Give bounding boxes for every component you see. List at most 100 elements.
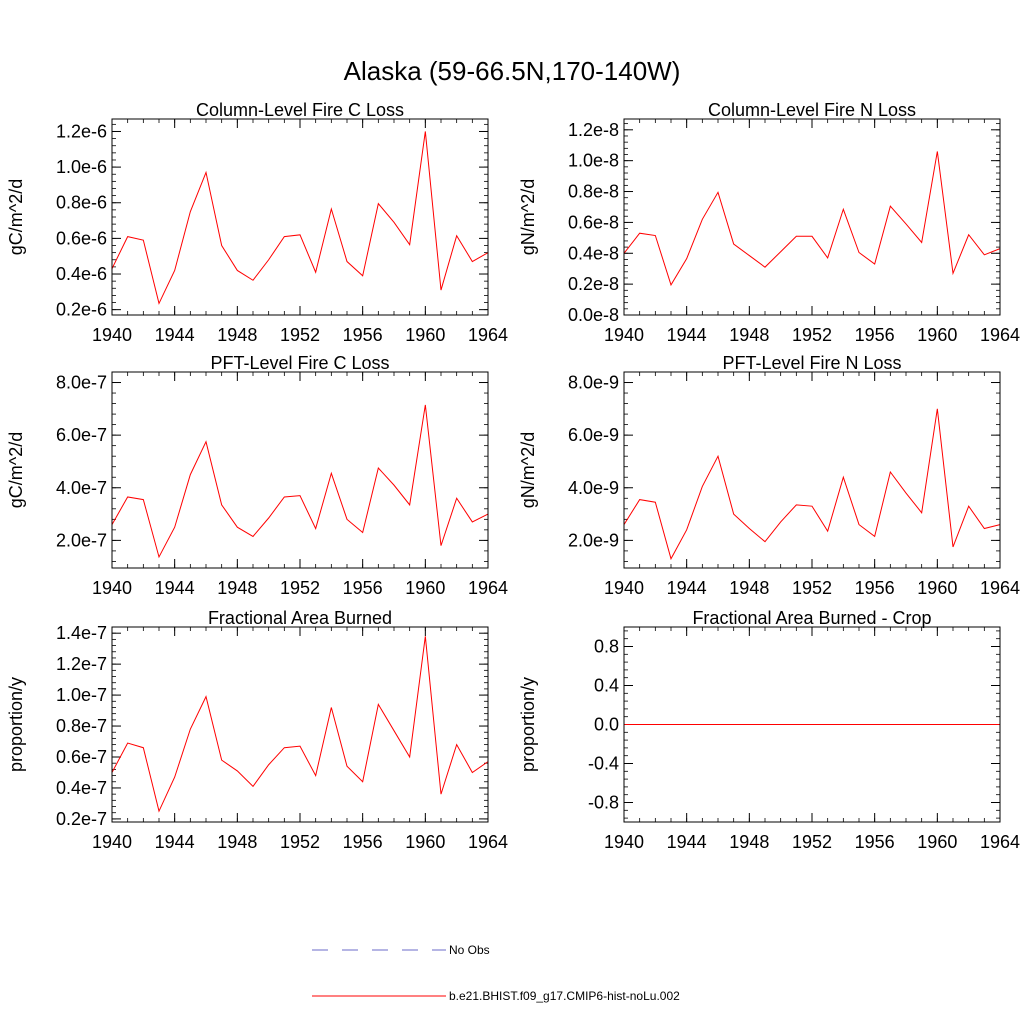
y-tick-label: 4.0e-9 — [568, 478, 619, 498]
panel-title: PFT-Level Fire N Loss — [722, 353, 901, 373]
x-tick-label: 1948 — [217, 325, 257, 345]
y-tick-label: 0.6e-7 — [56, 747, 107, 767]
chart-panels: Column-Level Fire C Loss gC/m^2/d 1940 1944… — [6, 100, 1020, 852]
y-tick-label: 0.8e-7 — [56, 716, 107, 736]
y-tick-label: 0.6e-6 — [56, 228, 107, 248]
x-tick-label: 1948 — [729, 578, 769, 598]
x-tick-label: 1944 — [155, 578, 195, 598]
x-tick-label: 1960 — [917, 832, 957, 852]
y-tick-label: -0.8 — [588, 793, 619, 813]
figure-title: Alaska (59-66.5N,170-140W) — [344, 56, 681, 86]
y-tick-label: 1.0e-6 — [56, 157, 107, 177]
x-tick-label: 1956 — [343, 832, 383, 852]
plot-frame — [623, 626, 1001, 823]
plot-frame — [111, 118, 489, 316]
x-tick-label: 1940 — [92, 325, 132, 345]
y-tick-label: 1.2e-6 — [56, 121, 107, 141]
x-tick-label: 1964 — [468, 325, 508, 345]
y-tick-label: 0.8 — [594, 637, 619, 657]
y-tick-label: 2.0e-7 — [56, 530, 107, 550]
x-tick-label: 1952 — [280, 832, 320, 852]
y-tick-label: 0.2e-6 — [56, 300, 107, 320]
y-tick-label: 0.2e-7 — [56, 809, 107, 829]
y-tick-label: 0.4e-8 — [568, 243, 619, 263]
y-axis-label: gC/m^2/d — [6, 179, 26, 255]
x-tick-label: 1960 — [917, 325, 957, 345]
y-tick-label: 8.0e-9 — [568, 373, 619, 393]
x-tick-label: 1956 — [855, 325, 895, 345]
series-line-1 — [111, 636, 489, 813]
x-tick-label: 1964 — [468, 832, 508, 852]
x-tick-label: 1952 — [792, 832, 832, 852]
x-tick-label: 1960 — [405, 832, 445, 852]
y-tick-label: 1.0e-8 — [568, 151, 619, 171]
x-tick-label: 1948 — [729, 325, 769, 345]
x-tick-label: 1956 — [343, 325, 383, 345]
x-tick-label: 1956 — [855, 578, 895, 598]
x-tick-label: 1940 — [604, 578, 644, 598]
y-axis-label: gN/m^2/d — [518, 432, 538, 508]
plot-frame — [111, 371, 489, 569]
x-tick-label: 1956 — [855, 832, 895, 852]
y-axis-label: proportion/y — [6, 677, 26, 772]
y-tick-label: 0.2e-8 — [568, 274, 619, 294]
x-tick-label: 1944 — [155, 832, 195, 852]
x-tick-label: 1944 — [155, 325, 195, 345]
chart-panel-5: Fractional Area Burned proportion/y 1940 19… — [6, 608, 508, 852]
panel-title: Fractional Area Burned — [208, 608, 392, 628]
y-tick-label: 6.0e-9 — [568, 425, 619, 445]
x-tick-label: 1952 — [280, 578, 320, 598]
y-tick-label: 1.0e-7 — [56, 685, 107, 705]
y-tick-label: 0.0 — [594, 715, 619, 735]
y-axis-label: gN/m^2/d — [518, 179, 538, 255]
chart-panel-3: PFT-Level Fire C Loss gC/m^2/d 1940 1944 194… — [6, 353, 508, 598]
chart-panel-2: Column-Level Fire N Loss gN/m^2/d 1940 1944… — [518, 100, 1020, 345]
x-tick-label: 1944 — [667, 578, 707, 598]
x-tick-label: 1964 — [468, 578, 508, 598]
plot-frame — [111, 626, 489, 823]
y-tick-label: 0.4 — [594, 676, 619, 696]
x-tick-label: 1956 — [343, 578, 383, 598]
chart-panel-1: Column-Level Fire C Loss gC/m^2/d 1940 1944… — [6, 100, 508, 345]
x-tick-label: 1948 — [217, 832, 257, 852]
y-tick-label: 8.0e-7 — [56, 373, 107, 393]
y-tick-label: 1.4e-7 — [56, 623, 107, 643]
x-tick-label: 1964 — [980, 325, 1020, 345]
y-tick-label: 1.2e-8 — [568, 120, 619, 140]
series-line-1 — [111, 131, 489, 305]
panel-title: Column-Level Fire C Loss — [196, 100, 404, 120]
y-tick-label: 4.0e-7 — [56, 478, 107, 498]
y-tick-label: 0.8e-6 — [56, 193, 107, 213]
series-line-1 — [623, 151, 1001, 287]
x-tick-label: 1940 — [604, 832, 644, 852]
y-tick-label: 0.8e-8 — [568, 182, 619, 202]
plot-frame — [623, 371, 1001, 569]
legend-label-2: b.e21.BHIST.f09_g17.CMIP6-hist-noLu.002 — [449, 989, 680, 1003]
plot-frame — [623, 118, 1001, 316]
y-axis-label: proportion/y — [518, 677, 538, 772]
x-tick-label: 1952 — [280, 325, 320, 345]
panel-title: Fractional Area Burned - Crop — [692, 608, 931, 628]
x-tick-label: 1960 — [917, 578, 957, 598]
x-tick-label: 1948 — [217, 578, 257, 598]
series-line-1 — [111, 404, 489, 559]
y-tick-label: 6.0e-7 — [56, 425, 107, 445]
x-tick-label: 1944 — [667, 832, 707, 852]
x-tick-label: 1960 — [405, 578, 445, 598]
x-tick-label: 1940 — [92, 832, 132, 852]
panel-title: Column-Level Fire N Loss — [708, 100, 916, 120]
panel-title: PFT-Level Fire C Loss — [210, 353, 389, 373]
x-tick-label: 1964 — [980, 832, 1020, 852]
x-tick-label: 1944 — [667, 325, 707, 345]
y-tick-label: 0.4e-7 — [56, 778, 107, 798]
series-line-1 — [623, 408, 1001, 561]
x-tick-label: 1948 — [729, 832, 769, 852]
x-tick-label: 1960 — [405, 325, 445, 345]
x-tick-label: 1952 — [792, 325, 832, 345]
y-tick-label: 1.2e-7 — [56, 654, 107, 674]
legend: No Obs b.e21.BHIST.f09_g17.CMIP6-hist-noL… — [312, 943, 680, 1003]
y-tick-label: 0.4e-6 — [56, 264, 107, 284]
y-tick-label: 0.0e-8 — [568, 305, 619, 325]
y-axis-label: gC/m^2/d — [6, 432, 26, 508]
